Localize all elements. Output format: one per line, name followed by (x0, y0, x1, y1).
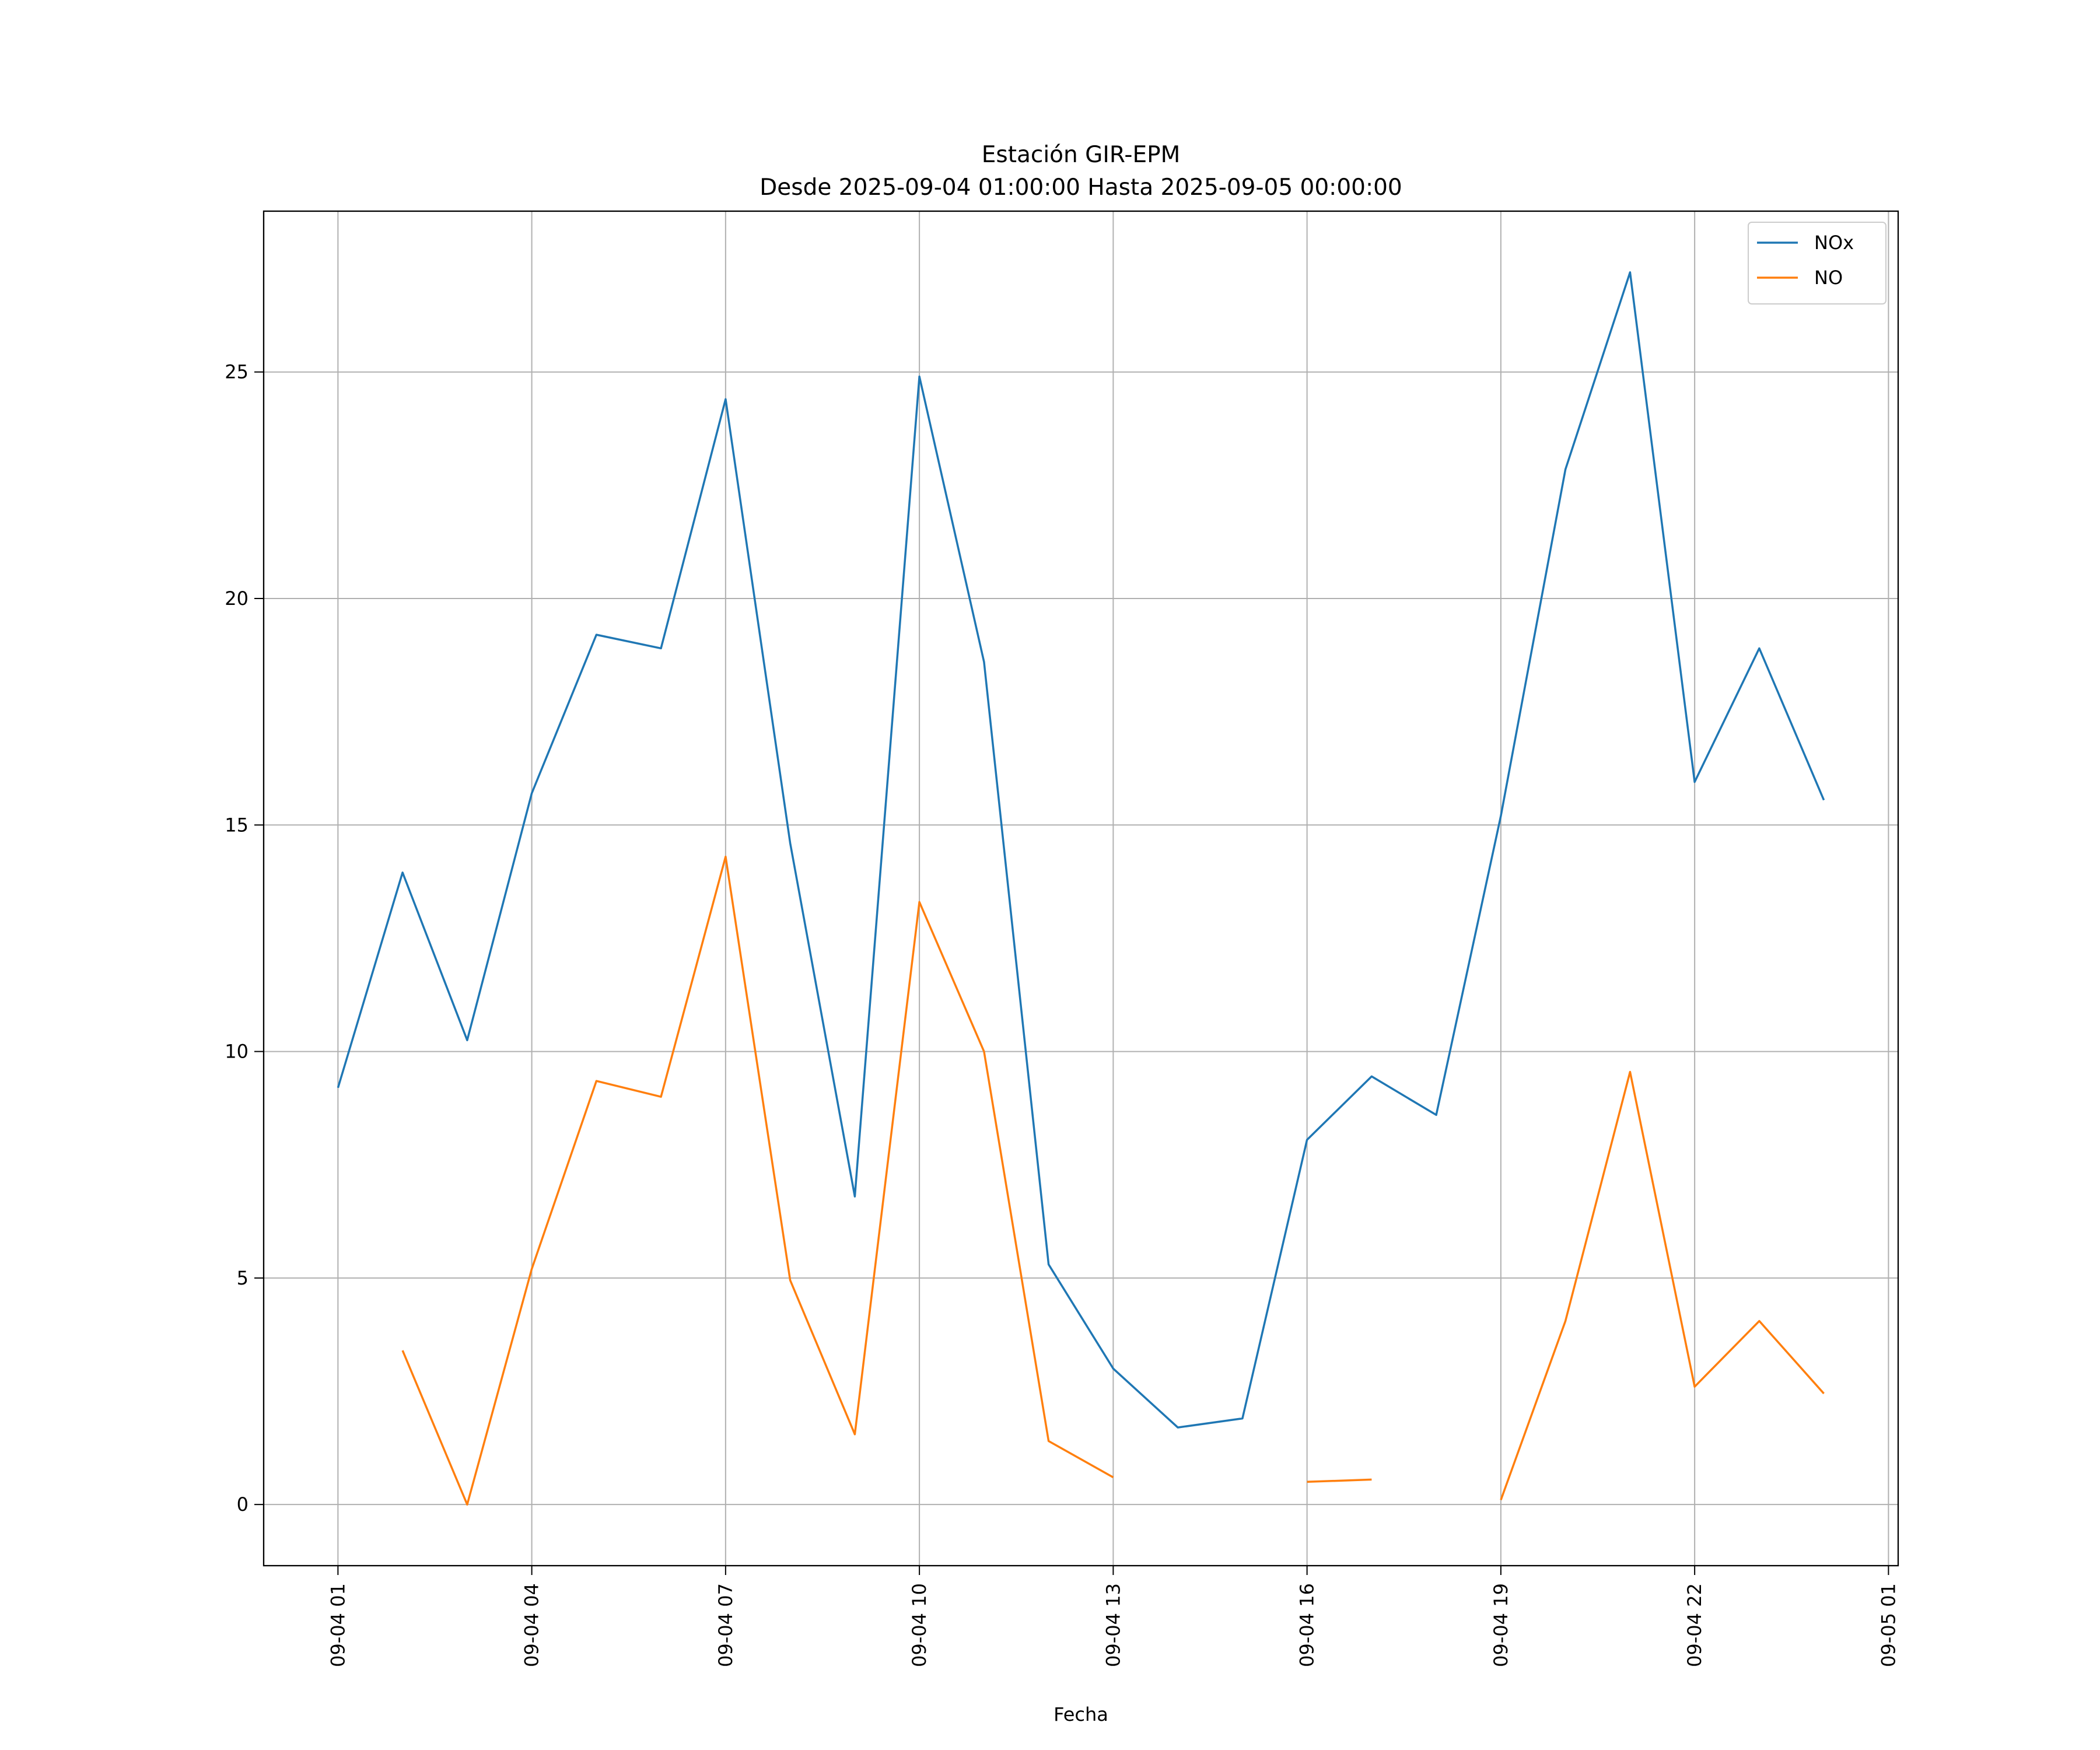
ticks: 09-04 01 09-04 04 09-04 07 09-04 10 09-04 13… (225, 361, 1899, 1667)
series-line-no (401, 855, 1825, 1506)
x-tick-label: 09-04 19 (1490, 1583, 1512, 1667)
legend-label-nox: NOx (1814, 232, 1854, 254)
series-line-nox (337, 271, 1825, 1429)
grid (264, 211, 1898, 1566)
x-tick-label: 09-04 07 (715, 1583, 737, 1667)
x-axis-label: Fecha (1054, 1703, 1108, 1726)
chart-title: Estación GIR-EPM (982, 142, 1181, 168)
y-tick-label: 0 (237, 1493, 249, 1516)
x-tick-label: 09-04 16 (1296, 1583, 1318, 1667)
x-tick-label: 09-04 22 (1684, 1583, 1706, 1667)
y-tick-label: 5 (237, 1267, 249, 1289)
y-tick-label: 15 (225, 814, 249, 836)
y-tick-label: 20 (225, 587, 249, 610)
legend-label-no: NO (1814, 267, 1843, 289)
series-lines (337, 271, 1825, 1506)
y-tick-label: 25 (225, 361, 249, 383)
x-tick-label: 09-04 01 (327, 1583, 349, 1667)
axes-frame (262, 210, 1899, 1567)
legend: NOx NO (1748, 222, 1887, 304)
x-tick-label: 09-05 01 (1877, 1583, 1899, 1667)
x-tick-label: 09-04 10 (908, 1583, 930, 1667)
x-tick-label: 09-04 04 (521, 1583, 543, 1667)
chart-subtitle: Desde 2025-09-04 01:00:00 Hasta 2025-09-… (760, 174, 1402, 201)
y-tick-label: 10 (225, 1041, 249, 1063)
x-tick-label: 09-04 13 (1102, 1583, 1124, 1667)
